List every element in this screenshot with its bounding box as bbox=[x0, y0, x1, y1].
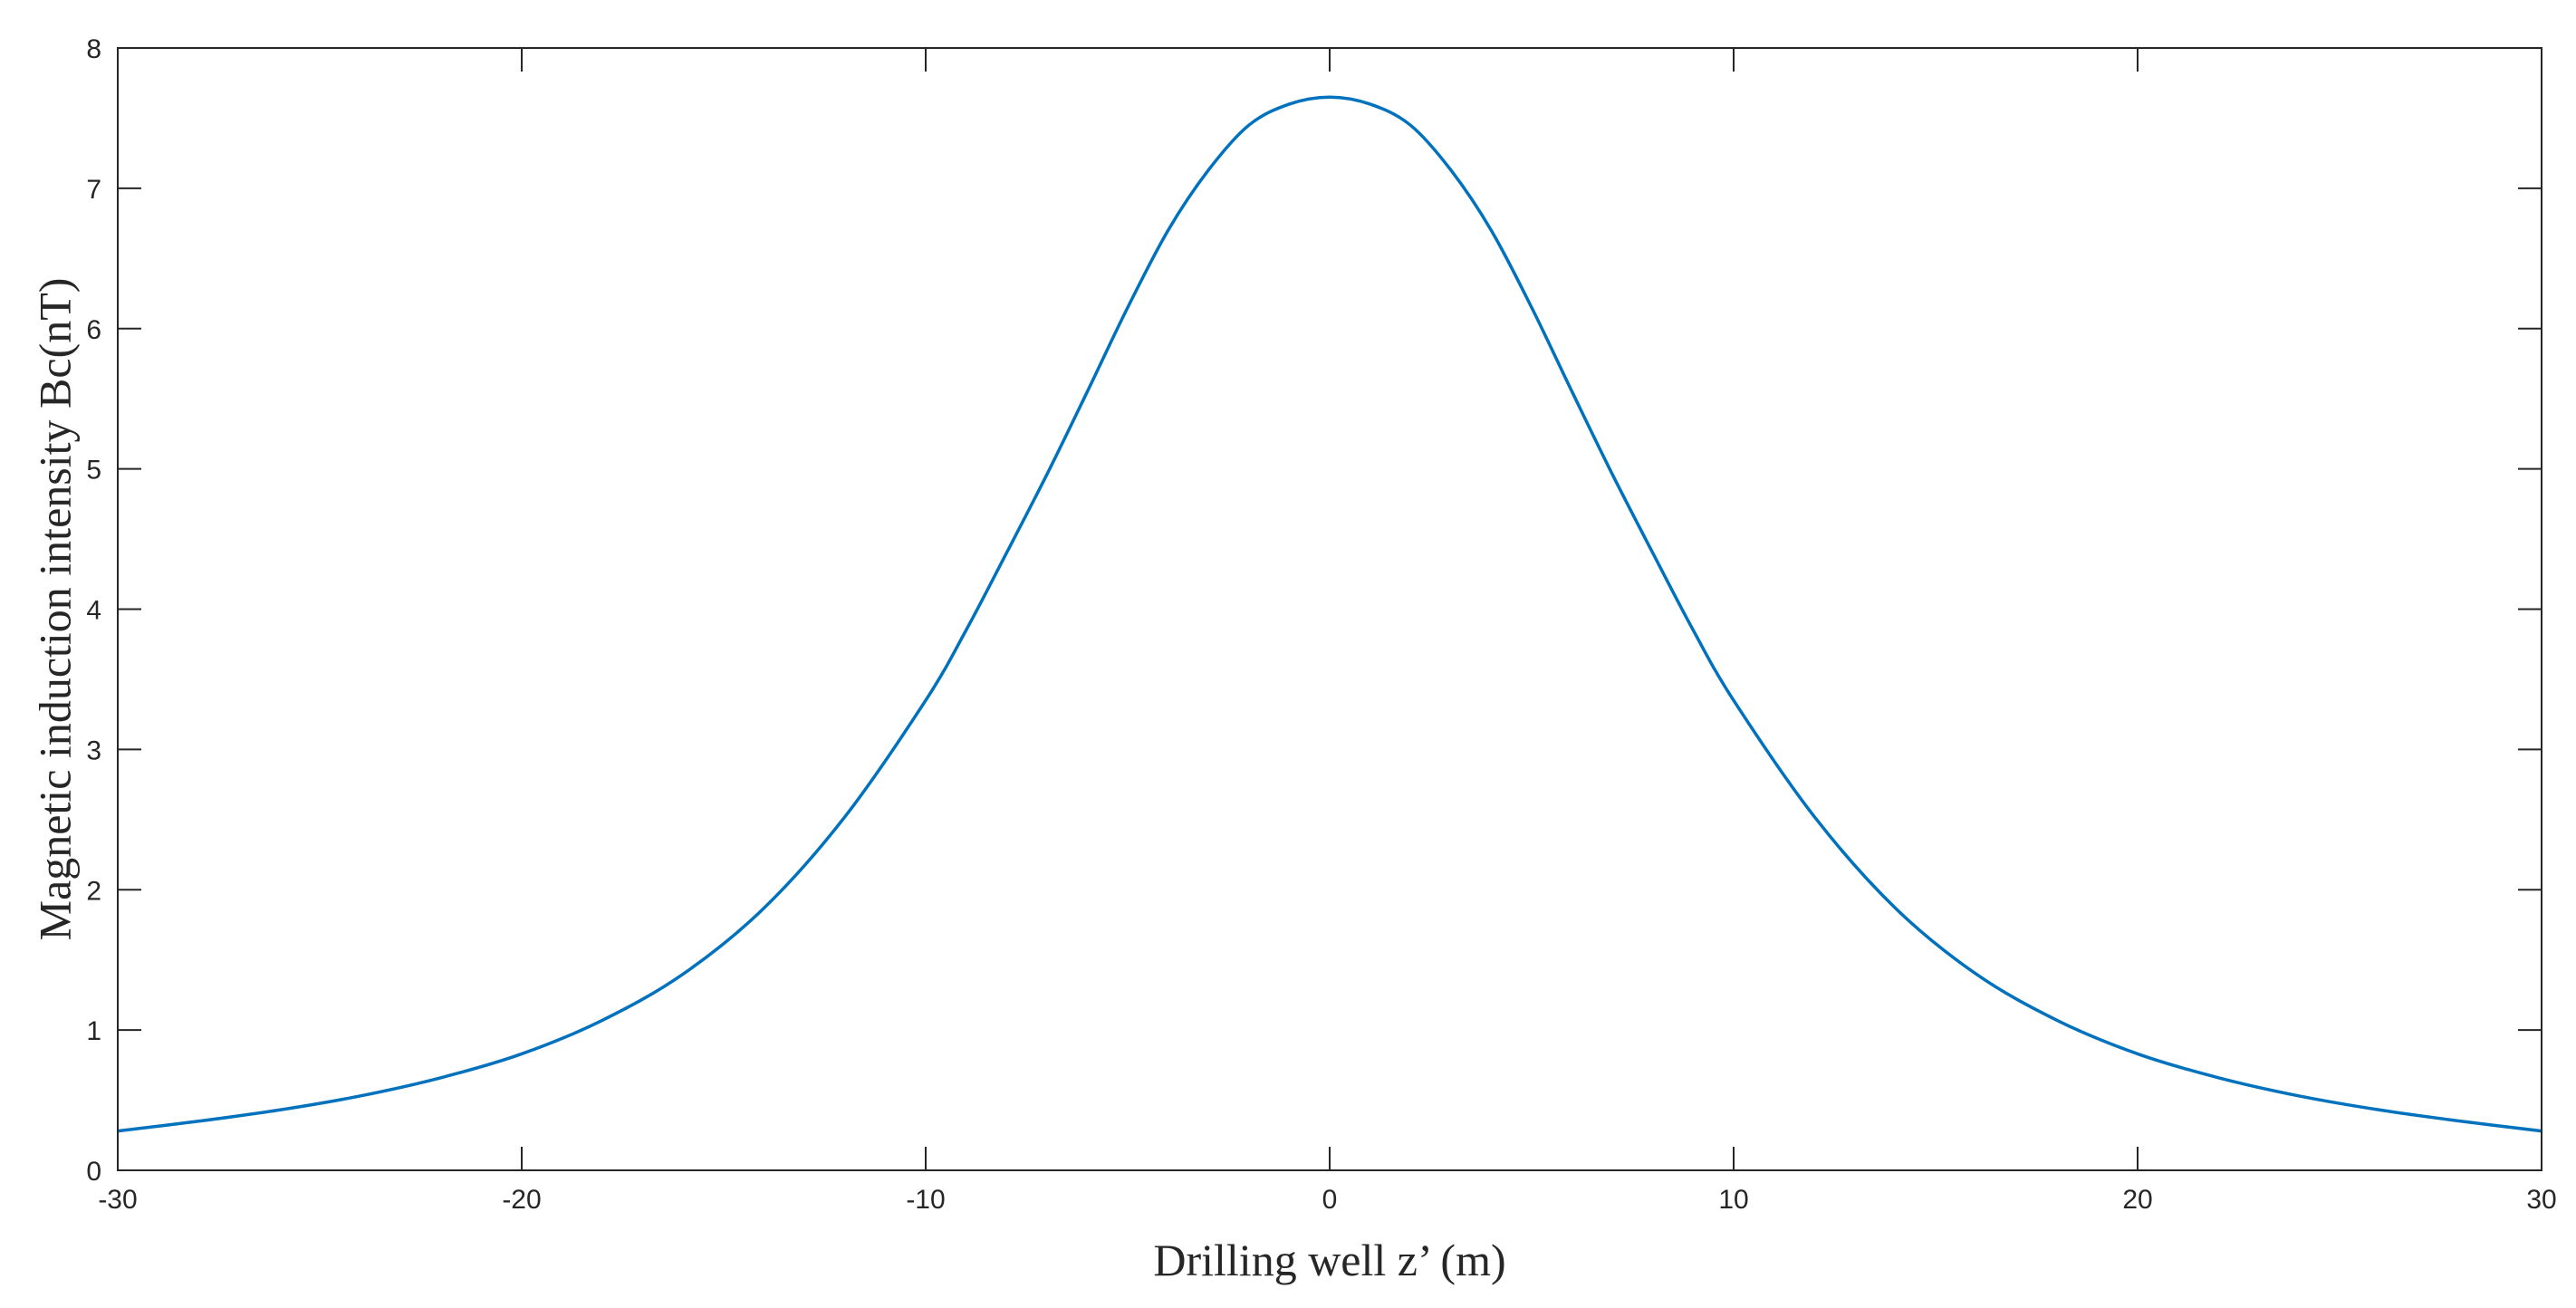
y-tick-labels: 0 1 2 3 4 5 6 7 8 bbox=[86, 34, 101, 1187]
x-tick-labels: -30 -20 -10 0 10 20 30 bbox=[98, 1185, 2556, 1215]
y-tick-label: 7 bbox=[86, 175, 101, 205]
y-tick-label: 3 bbox=[86, 736, 101, 765]
x-tick-label: -20 bbox=[502, 1185, 541, 1215]
plot-area bbox=[118, 48, 2542, 1170]
x-tick-label: 20 bbox=[2122, 1185, 2152, 1215]
plot-frame bbox=[117, 47, 2542, 1171]
y-tick-label: 1 bbox=[86, 1016, 101, 1046]
x-axis-label: Drilling well z’ (m) bbox=[1153, 1235, 1505, 1285]
y-tick-label: 4 bbox=[86, 596, 101, 626]
x-tick-label: -30 bbox=[98, 1185, 137, 1215]
y-tick-label: 6 bbox=[86, 315, 101, 345]
y-axis-label: Magnetic induction intensity Bc(nT) bbox=[29, 278, 80, 941]
x-tick-label: 0 bbox=[1322, 1185, 1338, 1215]
y-tick-label: 8 bbox=[86, 34, 101, 64]
x-tick-label: 10 bbox=[1718, 1185, 1748, 1215]
series-layer bbox=[117, 95, 2542, 1133]
series-line bbox=[117, 95, 2542, 1133]
y-tick-label: 0 bbox=[86, 1157, 101, 1187]
x-tick-label: -10 bbox=[906, 1185, 945, 1215]
x-tick-label: 30 bbox=[2526, 1185, 2556, 1215]
y-tick-label: 2 bbox=[86, 876, 101, 906]
y-tick-label: 5 bbox=[86, 456, 101, 486]
